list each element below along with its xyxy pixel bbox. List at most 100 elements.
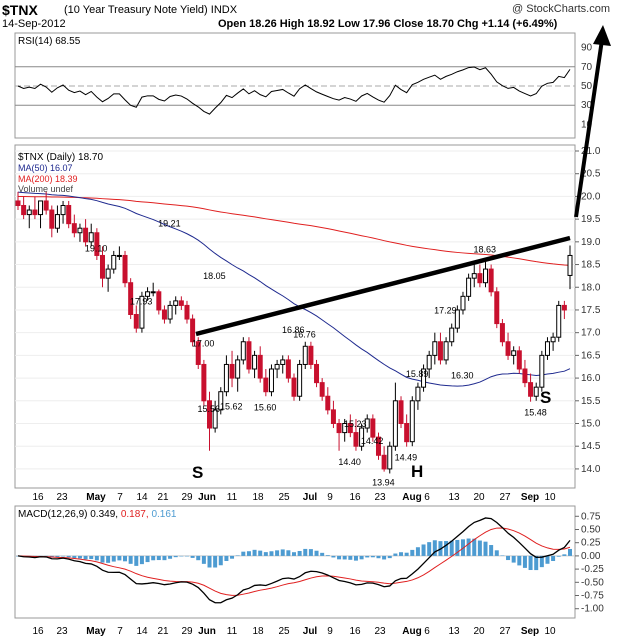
- x-axis-label: Sep: [521, 626, 539, 637]
- macd-hist-bar: [156, 555, 161, 561]
- macd-hist-bar: [230, 555, 235, 559]
- x-axis-label: 11: [227, 492, 238, 503]
- macd-hist-bar: [275, 550, 280, 556]
- price-annotation: 16.76: [293, 330, 316, 340]
- macd-hist-bar: [258, 550, 263, 556]
- macd-hist-bar: [551, 555, 556, 561]
- x-axis-label: 23: [56, 626, 68, 637]
- candles: [15, 191, 573, 474]
- candle-body: [128, 282, 134, 316]
- macd-hist-bar: [117, 555, 122, 561]
- candle-body: [421, 368, 427, 388]
- price-tick-label: 16.0: [581, 373, 601, 384]
- source-credit[interactable]: @ StockCharts.com: [512, 3, 610, 15]
- candle-body: [280, 359, 286, 365]
- macd-hist-bar: [314, 550, 319, 556]
- macd-hist-bar: [72, 555, 77, 559]
- target-arrow-shaft: [574, 32, 605, 218]
- candle-body: [314, 363, 320, 384]
- x-axis-label: 29: [181, 626, 193, 637]
- macd-hist-bar: [325, 555, 330, 556]
- macd-hist-bar: [196, 555, 201, 561]
- candle-body: [150, 291, 156, 294]
- macd-hist-bar: [111, 555, 116, 562]
- candle-body: [488, 268, 494, 293]
- candle-body: [54, 214, 60, 229]
- macd-hist-bar: [545, 555, 550, 564]
- price-annotation: 15.56: [198, 404, 221, 414]
- macd-hist-bar: [568, 548, 572, 556]
- candle-body: [297, 363, 303, 397]
- pattern-label: S: [192, 463, 203, 482]
- price-annotation: 14.40: [338, 457, 361, 467]
- macd-hist-bar: [173, 555, 178, 558]
- macd-hist-bar: [179, 555, 184, 557]
- macd-hist-bar: [382, 555, 387, 560]
- candle-body: [212, 409, 218, 429]
- candle-body: [387, 445, 393, 470]
- x-axis-label: 9: [327, 492, 333, 503]
- macd-hist-bar: [286, 550, 291, 556]
- candle-body: [336, 423, 342, 434]
- macd-hist-bar: [415, 547, 420, 556]
- candle-body: [105, 268, 111, 279]
- x-axis-label: 18: [252, 626, 264, 637]
- macd-hist-bar: [246, 551, 251, 556]
- macd-hist-bar: [359, 555, 364, 560]
- macd-hist-bar: [308, 549, 313, 556]
- candle-body: [556, 304, 562, 338]
- macd-hist-bar: [337, 555, 342, 560]
- price-tick-label: 17.5: [581, 305, 601, 316]
- candle-body: [26, 209, 32, 216]
- x-axis-label: 6: [424, 626, 430, 637]
- x-axis-label: 16: [349, 626, 361, 637]
- candle-body: [173, 300, 179, 306]
- macd-hist-bar: [376, 555, 381, 559]
- price-tick-label: 20.0: [581, 191, 601, 202]
- x-axis-label: May: [86, 492, 106, 503]
- candle-body: [240, 341, 246, 361]
- price-annotation: 15.48: [524, 408, 547, 418]
- price-annotation: 19.10: [85, 243, 108, 253]
- x-axis-label: 20: [473, 626, 485, 637]
- macd-hist-bar: [370, 555, 375, 558]
- x-axis-label: 23: [56, 492, 68, 503]
- macd-hist-bar: [517, 555, 522, 566]
- ma50-line: [17, 191, 571, 387]
- candle-body: [285, 359, 291, 379]
- macd-hist-bar: [528, 555, 533, 571]
- candle-body: [145, 291, 151, 297]
- x-axis-label: 21: [157, 492, 169, 503]
- candle-body: [550, 336, 556, 343]
- rsi-tick-label: 50: [581, 81, 593, 92]
- candle-body: [308, 345, 314, 365]
- macd-hist-bar: [511, 555, 516, 563]
- candle-body: [432, 341, 438, 356]
- candle-body: [246, 341, 252, 370]
- x-axis-label: 10: [544, 492, 556, 503]
- candle-body: [533, 386, 539, 397]
- x-axis-label: 16: [349, 492, 361, 503]
- candle-body: [77, 227, 83, 234]
- candle-body: [522, 368, 528, 384]
- candle-body: [443, 341, 449, 361]
- quote-date: 14-Sep-2012: [2, 18, 66, 30]
- rsi-tick-label: 30: [581, 100, 593, 111]
- macd-tick-label: -0.75: [581, 591, 604, 602]
- x-axis-label: 21: [157, 626, 169, 637]
- candle-body: [466, 277, 472, 297]
- candle-body: [302, 345, 308, 365]
- macd-hist-bar: [393, 553, 398, 556]
- candle-body: [342, 423, 348, 434]
- x-axis-label: Jun: [198, 492, 216, 503]
- candle-body: [319, 382, 325, 397]
- rsi-tick-label: 10: [581, 119, 593, 130]
- macd-hist-bar: [410, 549, 415, 556]
- candle-body: [409, 400, 415, 443]
- macd-hist-bar: [190, 555, 195, 558]
- quote-summary: Open 18.26 High 18.92 Low 17.96 Close 18…: [218, 18, 558, 30]
- symbol: $TNX: [2, 2, 38, 18]
- macd-line: [17, 517, 571, 604]
- x-axis-label: 9: [327, 626, 333, 637]
